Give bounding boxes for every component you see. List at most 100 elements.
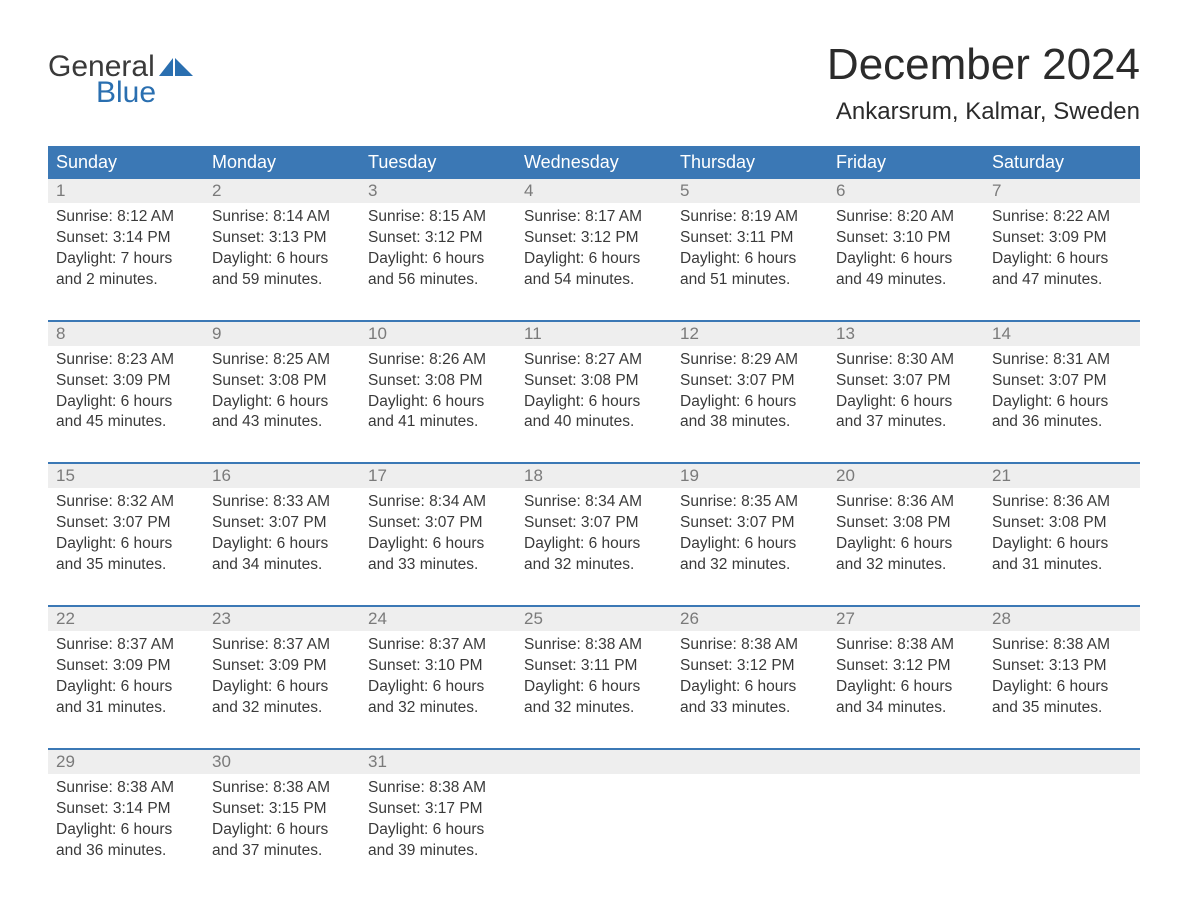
daylight-text-1: Daylight: 6 hours	[368, 820, 508, 841]
day-number-cell: 10	[360, 321, 516, 346]
daylight-text-1: Daylight: 6 hours	[524, 392, 664, 413]
location-text: Ankarsrum, Kalmar, Sweden	[827, 98, 1140, 126]
sunset-text: Sunset: 3:09 PM	[212, 656, 352, 677]
sunset-text: Sunset: 3:14 PM	[56, 799, 196, 820]
daylight-text-1: Daylight: 6 hours	[992, 392, 1132, 413]
daylight-text-2: and 31 minutes.	[992, 555, 1132, 576]
daylight-text-1: Daylight: 6 hours	[56, 392, 196, 413]
sunset-text: Sunset: 3:12 PM	[680, 656, 820, 677]
sunset-text: Sunset: 3:14 PM	[56, 228, 196, 249]
sunset-text: Sunset: 3:12 PM	[368, 228, 508, 249]
daylight-text-2: and 37 minutes.	[836, 412, 976, 433]
sunset-text: Sunset: 3:08 PM	[368, 371, 508, 392]
dayname-row: Sunday Monday Tuesday Wednesday Thursday…	[48, 146, 1140, 179]
day-detail-cell: Sunrise: 8:27 AMSunset: 3:08 PMDaylight:…	[516, 346, 672, 452]
calendar-body: 1234567Sunrise: 8:12 AMSunset: 3:14 PMDa…	[48, 179, 1140, 879]
sunrise-text: Sunrise: 8:38 AM	[212, 778, 352, 799]
daylight-text-1: Daylight: 6 hours	[56, 677, 196, 698]
dayname-saturday: Saturday	[984, 146, 1140, 179]
week-spacer	[48, 594, 1140, 606]
daylight-text-2: and 36 minutes.	[56, 841, 196, 862]
daylight-text-2: and 32 minutes.	[524, 555, 664, 576]
daynum-row: 22232425262728	[48, 606, 1140, 631]
daylight-text-1: Daylight: 6 hours	[368, 677, 508, 698]
daylight-text-2: and 32 minutes.	[212, 698, 352, 719]
day-number-cell: 3	[360, 179, 516, 203]
day-number-cell: 8	[48, 321, 204, 346]
sunrise-text: Sunrise: 8:38 AM	[524, 635, 664, 656]
day-detail-cell: Sunrise: 8:38 AMSunset: 3:12 PMDaylight:…	[828, 631, 984, 737]
day-detail-cell	[984, 774, 1140, 880]
daylight-text-2: and 38 minutes.	[680, 412, 820, 433]
sunrise-text: Sunrise: 8:23 AM	[56, 350, 196, 371]
daylight-text-1: Daylight: 6 hours	[56, 534, 196, 555]
day-detail-cell: Sunrise: 8:29 AMSunset: 3:07 PMDaylight:…	[672, 346, 828, 452]
sunset-text: Sunset: 3:08 PM	[836, 513, 976, 534]
day-detail-cell: Sunrise: 8:32 AMSunset: 3:07 PMDaylight:…	[48, 488, 204, 594]
day-detail-cell: Sunrise: 8:20 AMSunset: 3:10 PMDaylight:…	[828, 203, 984, 309]
sunrise-text: Sunrise: 8:38 AM	[992, 635, 1132, 656]
day-number-cell: 6	[828, 179, 984, 203]
daylight-text-1: Daylight: 6 hours	[992, 677, 1132, 698]
sunset-text: Sunset: 3:08 PM	[992, 513, 1132, 534]
detail-row: Sunrise: 8:23 AMSunset: 3:09 PMDaylight:…	[48, 346, 1140, 452]
daylight-text-2: and 34 minutes.	[212, 555, 352, 576]
daylight-text-1: Daylight: 6 hours	[56, 820, 196, 841]
detail-row: Sunrise: 8:12 AMSunset: 3:14 PMDaylight:…	[48, 203, 1140, 309]
day-detail-cell: Sunrise: 8:31 AMSunset: 3:07 PMDaylight:…	[984, 346, 1140, 452]
day-number-cell: 17	[360, 463, 516, 488]
day-number-cell: 31	[360, 749, 516, 774]
daylight-text-1: Daylight: 6 hours	[836, 677, 976, 698]
daylight-text-2: and 32 minutes.	[524, 698, 664, 719]
dayname-sunday: Sunday	[48, 146, 204, 179]
sunrise-text: Sunrise: 8:33 AM	[212, 492, 352, 513]
day-number-cell	[516, 749, 672, 774]
day-number-cell	[984, 749, 1140, 774]
daylight-text-1: Daylight: 6 hours	[836, 534, 976, 555]
day-number-cell: 27	[828, 606, 984, 631]
day-number-cell: 20	[828, 463, 984, 488]
sunrise-text: Sunrise: 8:14 AM	[212, 207, 352, 228]
logo-flag-icon	[159, 54, 193, 80]
sunset-text: Sunset: 3:12 PM	[524, 228, 664, 249]
day-detail-cell: Sunrise: 8:14 AMSunset: 3:13 PMDaylight:…	[204, 203, 360, 309]
sunset-text: Sunset: 3:11 PM	[680, 228, 820, 249]
logo: General Blue	[48, 40, 193, 108]
sunrise-text: Sunrise: 8:37 AM	[56, 635, 196, 656]
daylight-text-1: Daylight: 6 hours	[368, 249, 508, 270]
daynum-row: 15161718192021	[48, 463, 1140, 488]
day-number-cell	[828, 749, 984, 774]
sunset-text: Sunset: 3:07 PM	[836, 371, 976, 392]
daylight-text-2: and 32 minutes.	[680, 555, 820, 576]
week-spacer	[48, 737, 1140, 749]
sunset-text: Sunset: 3:07 PM	[212, 513, 352, 534]
daylight-text-1: Daylight: 6 hours	[680, 534, 820, 555]
daylight-text-2: and 2 minutes.	[56, 270, 196, 291]
sunrise-text: Sunrise: 8:34 AM	[368, 492, 508, 513]
sunset-text: Sunset: 3:10 PM	[368, 656, 508, 677]
sunrise-text: Sunrise: 8:20 AM	[836, 207, 976, 228]
daylight-text-2: and 34 minutes.	[836, 698, 976, 719]
daylight-text-2: and 45 minutes.	[56, 412, 196, 433]
daylight-text-1: Daylight: 6 hours	[212, 534, 352, 555]
daylight-text-2: and 39 minutes.	[368, 841, 508, 862]
sunrise-text: Sunrise: 8:31 AM	[992, 350, 1132, 371]
day-number-cell: 26	[672, 606, 828, 631]
daylight-text-1: Daylight: 6 hours	[680, 677, 820, 698]
day-number-cell: 9	[204, 321, 360, 346]
daylight-text-1: Daylight: 6 hours	[212, 392, 352, 413]
day-detail-cell: Sunrise: 8:23 AMSunset: 3:09 PMDaylight:…	[48, 346, 204, 452]
sunrise-text: Sunrise: 8:32 AM	[56, 492, 196, 513]
day-detail-cell: Sunrise: 8:38 AMSunset: 3:11 PMDaylight:…	[516, 631, 672, 737]
daylight-text-2: and 49 minutes.	[836, 270, 976, 291]
sunset-text: Sunset: 3:17 PM	[368, 799, 508, 820]
month-title: December 2024	[827, 40, 1140, 90]
sunrise-text: Sunrise: 8:34 AM	[524, 492, 664, 513]
day-detail-cell: Sunrise: 8:19 AMSunset: 3:11 PMDaylight:…	[672, 203, 828, 309]
daylight-text-1: Daylight: 6 hours	[680, 249, 820, 270]
daylight-text-2: and 32 minutes.	[836, 555, 976, 576]
sunset-text: Sunset: 3:07 PM	[524, 513, 664, 534]
sunrise-text: Sunrise: 8:27 AM	[524, 350, 664, 371]
day-detail-cell: Sunrise: 8:37 AMSunset: 3:09 PMDaylight:…	[204, 631, 360, 737]
day-detail-cell: Sunrise: 8:26 AMSunset: 3:08 PMDaylight:…	[360, 346, 516, 452]
